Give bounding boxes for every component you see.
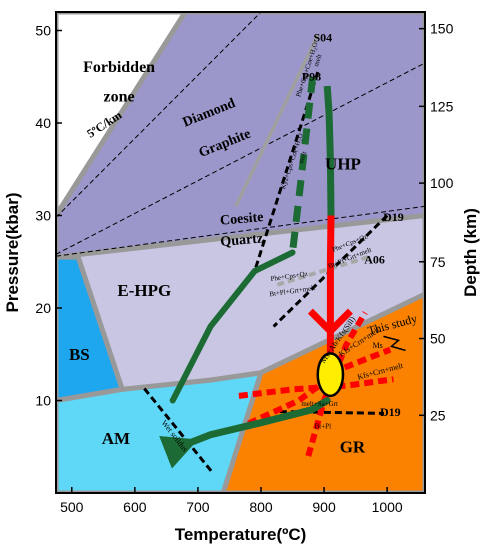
line-label-2: Quartz [220, 231, 264, 250]
line-label-1: Coesite [219, 210, 264, 229]
x-tick-label-500: 500 [60, 499, 84, 515]
depth-tick-label-125: 125 [430, 98, 454, 114]
y-tick-label-20: 20 [35, 300, 51, 316]
y-tick-label-10: 10 [35, 393, 51, 409]
reaction-label-13: Bt+Pl [315, 422, 331, 430]
x-axis-title: Temperature(ºC) [175, 525, 307, 544]
peak-ellipse [316, 352, 345, 398]
reference-line-5-c-km-0 [56, 12, 262, 218]
decompression-arrowhead [307, 308, 353, 337]
uhp-path-dashed [289, 76, 317, 253]
reference-line-unlabelled-10 [143, 387, 213, 473]
field-label-ehpg-0: E-HPG [117, 281, 171, 300]
line-label-9: D19 [380, 405, 401, 419]
reaction-label-1: melt [312, 53, 323, 67]
field-label-am-0: AM [102, 429, 130, 448]
field-label-gr-0: GR [340, 437, 366, 456]
uhp-path-solid [323, 85, 335, 216]
line-label-7: D19 [383, 210, 404, 224]
y-axis-title-left: Pressure(kbar) [3, 192, 22, 312]
this-study-bracket [383, 335, 406, 352]
y-axis-title-right: Depth (km) [461, 208, 480, 297]
x-tick-label-800: 800 [249, 499, 273, 515]
decompression-path [326, 215, 335, 364]
reaction-label-12: melt+Sa+Grt [301, 400, 338, 408]
line-label-5: S04 [313, 31, 332, 45]
reference-line-coesite-1 [56, 205, 425, 257]
reference-line-diamond-3 [56, 62, 425, 255]
reaction-label-3: melt [297, 150, 308, 164]
line-label-8: A06 [364, 253, 385, 267]
x-tick-label-700: 700 [186, 499, 210, 515]
reaction-curve-ms-kfs [238, 376, 394, 399]
pt-path-layer [159, 76, 394, 469]
x-tick-label-900: 900 [312, 499, 336, 515]
field-label-bs-0: BS [69, 345, 90, 364]
retrograde-arrow [159, 397, 331, 469]
reaction-label-10: Ms [373, 341, 383, 350]
field-label-forbidden-0: Forbidden [83, 59, 155, 76]
depth-tick-label-50: 50 [430, 331, 446, 347]
x-tick-label-1000: 1000 [372, 499, 403, 515]
axes-layer: 500 600 700 800 900 1000 10 20 30 40 50 25 50 75 100 12… [3, 11, 480, 544]
field-label-forbidden-1: zone [104, 89, 135, 106]
reference-line-a06-8 [276, 255, 369, 287]
reference-line-s04-5 [234, 34, 320, 208]
prograde-path [169, 249, 296, 404]
y-tick-label-40: 40 [35, 115, 51, 131]
depth-tick-label-75: 75 [430, 254, 446, 270]
x-tick-label-600: 600 [123, 499, 147, 515]
depth-tick-label-100: 100 [430, 175, 454, 191]
plot-frame [55, 11, 426, 494]
depth-tick-label-25: 25 [430, 407, 446, 423]
field-label-uhp-0: UHP [325, 154, 361, 173]
depth-tick-label-150: 150 [430, 21, 454, 37]
y-tick-label-50: 50 [35, 23, 51, 39]
line-label-6: P98 [302, 69, 321, 83]
y-tick-label-30: 30 [35, 208, 51, 224]
